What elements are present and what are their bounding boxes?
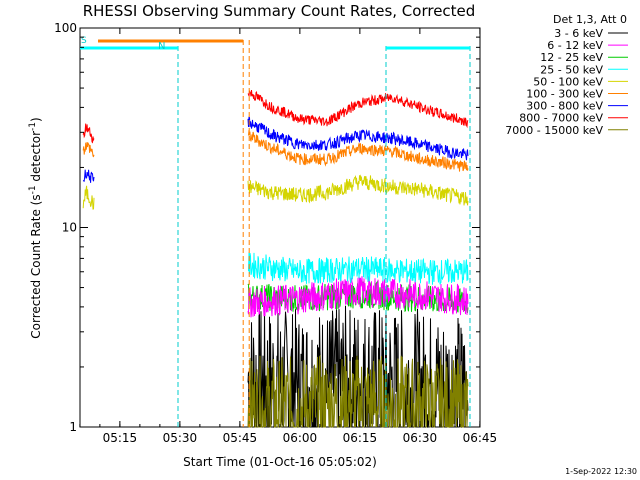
series-line-3-0 (247, 252, 469, 285)
series-line-8-0 (247, 354, 469, 429)
x-tick-label-5: 06:30 (403, 431, 438, 445)
series-line-7-0 (82, 123, 95, 144)
legend-label-0: 3 - 6 keV (554, 27, 603, 40)
series-line-6-1 (247, 116, 469, 161)
y-axis-label-sup: -1 (28, 185, 38, 194)
x-tick-label-6: 06:45 (463, 431, 498, 445)
series-line-7-1 (247, 90, 469, 129)
y-tick-label-0: 1 (69, 420, 77, 434)
legend-header: Det 1,3, Att 0 (553, 13, 627, 26)
legend-label-1: 6 - 12 keV (547, 39, 603, 52)
legend-label-7: 800 - 7000 keV (519, 112, 603, 125)
x-tick-label-3: 06:00 (283, 431, 318, 445)
series-layer (82, 90, 469, 429)
y-tick-label-2: 100 (54, 21, 77, 35)
legend-label-8: 7000 - 15000 keV (505, 124, 603, 137)
series-line-4-0 (82, 185, 95, 210)
annotation-layer: NS (80, 36, 471, 427)
legend-label-5: 100 - 300 keV (526, 88, 603, 101)
series-line-5-1 (247, 129, 469, 172)
series-line-6-0 (82, 169, 95, 183)
x-tick-label-1: 05:30 (163, 431, 198, 445)
series-line-4-1 (247, 174, 469, 206)
night-marker-label: N (158, 41, 165, 52)
legend-label-4: 50 - 100 keV (533, 75, 603, 88)
y-tick-label-1: 10 (62, 221, 77, 235)
y-axis-label-main: Corrected Count Rate (s (29, 194, 43, 338)
y-axis-label-mid: detector (29, 131, 43, 186)
axis-layer: 05:15 05:30 05:45 06:00 06:15 06:30 06:45 1 10 10… (54, 21, 497, 445)
y-axis-label-tail: ) (29, 117, 43, 122)
series-line-1-0 (247, 276, 469, 318)
date-stamp: 1-Sep-2022 12:30 (565, 467, 637, 476)
legend-label-3: 25 - 50 keV (540, 63, 603, 76)
x-axis-label: Start Time (01-Oct-16 05:05:02) (183, 455, 377, 469)
legend-label-2: 12 - 25 keV (540, 51, 603, 64)
x-tick-label-2: 05:45 (223, 431, 258, 445)
series-line-5-0 (82, 141, 95, 158)
chart-title: RHESSI Observing Summary Count Rates, Co… (83, 2, 476, 20)
y-axis-label: Corrected Count Rate (s-1 detector-1) (28, 117, 43, 338)
x-tick-label-4: 06:15 (343, 431, 378, 445)
start-marker-label: S (81, 36, 87, 46)
y-axis-label-sup2: -1 (28, 122, 38, 131)
legend-label-6: 300 - 800 keV (526, 100, 603, 113)
x-tick-label-0: 05:15 (103, 431, 138, 445)
